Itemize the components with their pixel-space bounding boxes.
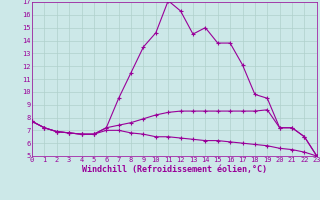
X-axis label: Windchill (Refroidissement éolien,°C): Windchill (Refroidissement éolien,°C) [82, 165, 267, 174]
